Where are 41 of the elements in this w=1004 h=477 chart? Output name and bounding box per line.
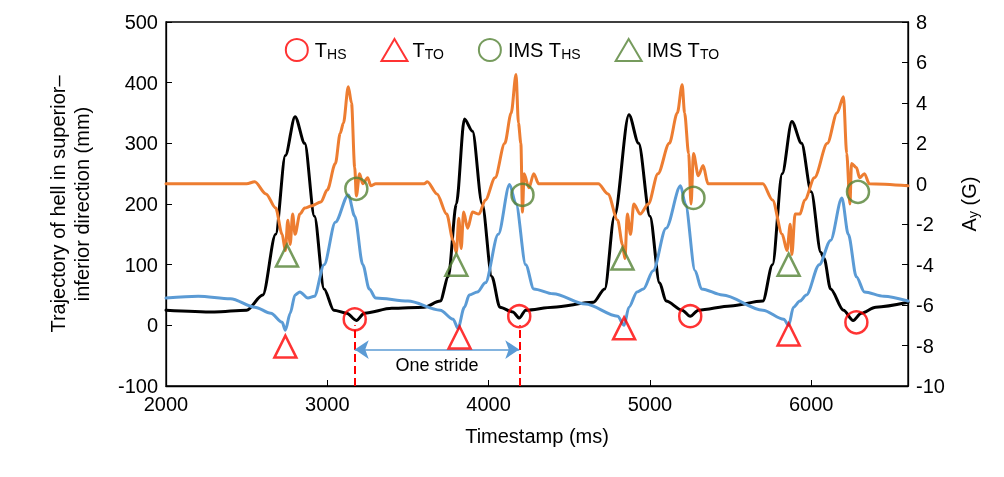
point <box>611 316 637 341</box>
x-axis-title: Timestamp (ms) <box>465 425 609 447</box>
point <box>776 252 801 277</box>
y-tick-label: 500 <box>124 11 158 33</box>
point <box>776 322 801 347</box>
y2-tick-label: 8 <box>916 11 928 33</box>
y2-tick-label: -8 <box>916 334 934 357</box>
y2-tick-label: -6 <box>916 294 934 317</box>
y2-tick-label: -10 <box>916 375 945 397</box>
point <box>681 185 706 211</box>
x-tick-label: 5000 <box>627 393 673 415</box>
point <box>447 325 472 350</box>
point <box>444 252 469 277</box>
point <box>273 334 298 359</box>
x-tick-label: 6000 <box>788 393 834 415</box>
point <box>845 179 871 205</box>
y2-tick-label: -2 <box>916 213 934 236</box>
line-series <box>164 183 910 332</box>
y2-tick-label: 4 <box>916 91 928 114</box>
point <box>274 243 300 268</box>
point <box>507 303 532 329</box>
x-tick-label: 3000 <box>305 393 350 415</box>
point <box>510 182 535 208</box>
y-tick-label: 300 <box>124 132 158 155</box>
y2-tick-label: 6 <box>916 51 928 74</box>
annotation: One stride <box>395 354 479 375</box>
x-tick-label: 4000 <box>466 393 511 415</box>
line-series <box>164 73 910 261</box>
y2-tick-label: -4 <box>916 253 934 276</box>
y-tick-label: 100 <box>124 253 158 276</box>
y-tick-label: 200 <box>124 193 158 215</box>
point <box>844 310 869 335</box>
point <box>610 246 635 271</box>
point <box>342 307 367 332</box>
y-axis-title: Trajectory of hell in superior–inferior direction (mm) <box>47 74 93 333</box>
point <box>678 303 703 329</box>
y-tick-label: 400 <box>124 71 158 94</box>
point <box>344 176 369 202</box>
y2-tick-label: 2 <box>916 132 928 155</box>
y2-tick-label: 0 <box>916 172 928 195</box>
y-tick-label: 0 <box>146 314 158 337</box>
